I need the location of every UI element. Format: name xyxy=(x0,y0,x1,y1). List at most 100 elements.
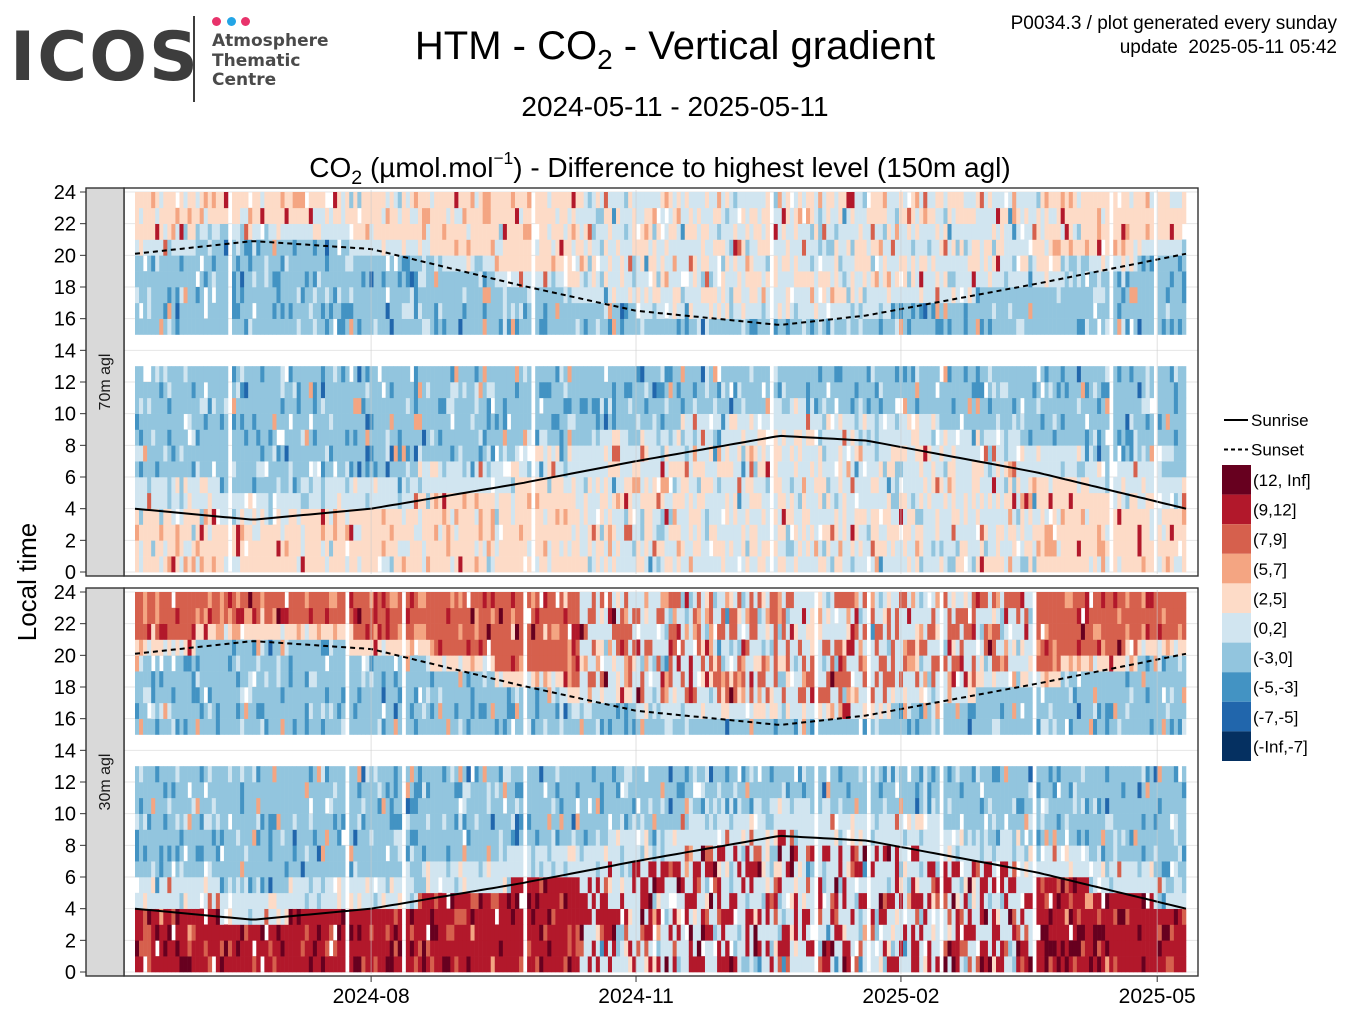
heatmap-cell xyxy=(793,255,799,272)
heatmap-cell xyxy=(660,445,665,462)
heatmap-cell xyxy=(244,318,249,335)
heatmap-cell xyxy=(510,287,516,304)
heatmap-cell xyxy=(777,271,783,288)
heatmap-cell xyxy=(846,366,851,383)
heatmap-cell xyxy=(866,223,871,240)
heatmap-cell xyxy=(1068,207,1074,224)
heatmap-cell xyxy=(575,492,580,509)
heatmap-cell xyxy=(438,223,443,240)
heatmap-cell xyxy=(648,318,653,335)
heatmap-cell xyxy=(1076,445,1082,462)
heatmap-cell xyxy=(490,413,496,430)
heatmap-cell xyxy=(801,302,807,319)
heatmap-cell xyxy=(967,540,973,557)
heatmap-cell xyxy=(668,382,673,399)
heatmap-cell xyxy=(559,461,564,478)
heatmap-cell xyxy=(240,556,245,573)
heatmap-cell xyxy=(199,192,205,209)
heatmap-cell xyxy=(741,207,746,224)
heatmap-cell xyxy=(175,239,180,256)
heatmap-cell xyxy=(1064,477,1070,494)
heatmap-cell xyxy=(413,239,419,256)
heatmap-cell xyxy=(430,302,435,319)
heatmap-cell xyxy=(211,477,217,494)
heatmap-cell xyxy=(903,397,908,414)
heatmap-cell xyxy=(422,540,427,557)
heatmap-cell xyxy=(624,207,629,224)
heatmap-cell xyxy=(838,556,843,573)
heatmap-cell xyxy=(304,287,310,304)
heatmap-cell xyxy=(1052,302,1057,319)
heatmap-cell xyxy=(207,223,213,240)
heatmap-cell xyxy=(300,223,306,240)
heatmap-cell xyxy=(357,429,362,446)
heatmap-cell xyxy=(482,192,487,209)
heatmap-cell xyxy=(1032,223,1037,240)
heatmap-cell xyxy=(717,207,722,224)
heatmap-cell xyxy=(555,445,560,462)
heatmap-cell xyxy=(971,540,977,557)
heatmap-cell xyxy=(890,382,896,399)
heatmap-cell xyxy=(539,540,544,557)
heatmap-cell xyxy=(349,382,354,399)
heatmap-cell xyxy=(692,255,698,272)
heatmap-cell xyxy=(676,540,682,557)
heatmap-cell xyxy=(1008,524,1013,541)
heatmap-cell xyxy=(725,492,730,509)
heatmap-cell xyxy=(308,287,314,304)
heatmap-cell xyxy=(1056,382,1061,399)
heatmap-cell xyxy=(385,302,390,319)
heatmap-cell xyxy=(1020,524,1025,541)
heatmap-cell xyxy=(688,382,694,399)
heatmap-cell xyxy=(470,397,475,414)
heatmap-cell xyxy=(535,239,540,256)
heatmap-cell xyxy=(1016,429,1021,446)
heatmap-cell xyxy=(571,223,576,240)
heatmap-cell xyxy=(381,413,386,430)
heatmap-cell xyxy=(1032,255,1037,272)
heatmap-cell xyxy=(660,366,665,383)
heatmap-cell xyxy=(563,223,568,240)
heatmap-cell xyxy=(765,287,770,304)
heatmap-cell xyxy=(765,192,770,209)
heatmap-cell xyxy=(826,223,831,240)
heatmap-cell xyxy=(462,223,467,240)
heatmap-cell xyxy=(713,429,718,446)
heatmap-cell xyxy=(365,492,370,509)
heatmap-cell xyxy=(866,271,871,288)
heatmap-cell xyxy=(979,287,985,304)
heatmap-cell xyxy=(567,366,572,383)
heatmap-cell xyxy=(967,223,973,240)
heatmap-cell xyxy=(547,366,552,383)
heatmap-cell xyxy=(510,556,516,573)
heatmap-cell xyxy=(915,287,920,304)
heatmap-cell xyxy=(490,445,496,462)
heatmap-cell xyxy=(264,382,269,399)
heatmap-cell xyxy=(320,445,326,462)
heatmap-cell xyxy=(272,429,277,446)
heatmap-cell xyxy=(983,524,989,541)
heatmap-cell xyxy=(713,508,718,525)
heatmap-cell xyxy=(547,461,552,478)
heatmap-cell xyxy=(624,318,629,335)
heatmap-cell xyxy=(1068,445,1074,462)
heatmap-cell xyxy=(442,397,447,414)
heatmap-cell xyxy=(1020,207,1025,224)
heatmap-cell xyxy=(167,429,172,446)
heatmap-cell xyxy=(236,477,241,494)
heatmap-cell xyxy=(191,429,196,446)
heatmap-cell xyxy=(1016,382,1021,399)
heatmap-cell xyxy=(616,207,621,224)
heatmap-cell xyxy=(761,508,766,525)
heatmap-cell xyxy=(401,524,407,541)
heatmap-cell xyxy=(636,477,641,494)
heatmap-cell xyxy=(955,413,960,430)
heatmap-cell xyxy=(490,192,496,209)
heatmap-cell xyxy=(793,540,799,557)
heatmap-cell xyxy=(490,556,496,573)
heatmap-cell xyxy=(616,192,621,209)
heatmap-cell xyxy=(870,271,876,288)
heatmap-cell xyxy=(591,207,597,224)
heatmap-cell xyxy=(417,287,423,304)
heatmap-cell xyxy=(478,287,483,304)
